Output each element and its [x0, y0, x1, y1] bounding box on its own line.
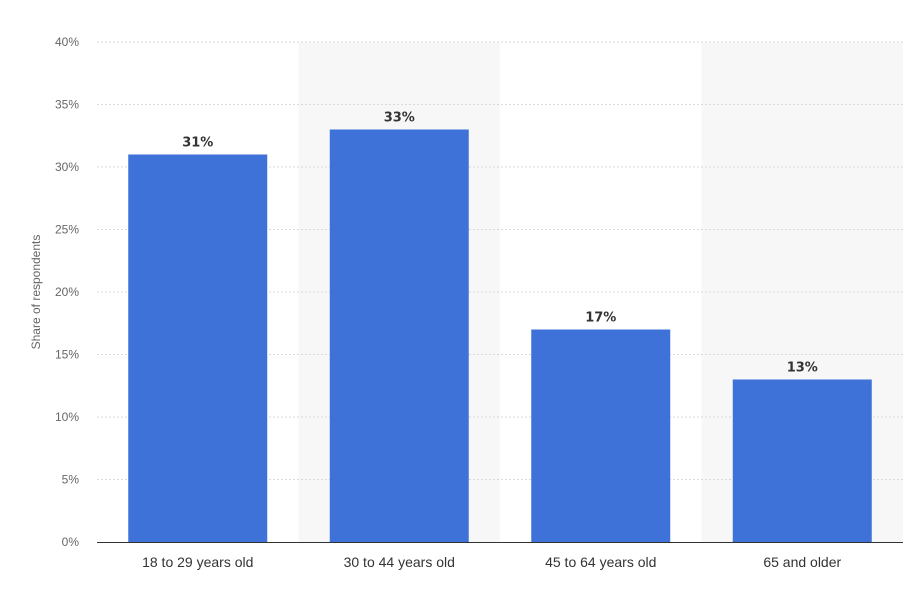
- data-label-0: 31%: [182, 136, 213, 151]
- data-label-2: 17%: [585, 311, 616, 326]
- bar-0: [128, 154, 268, 542]
- bar-3: [732, 379, 872, 542]
- x-tick-label-2: 45 to 64 years old: [545, 554, 656, 570]
- data-labels: 31% 33% 17% 13%: [182, 111, 818, 376]
- bar-1: [329, 129, 469, 542]
- y-tick-label-10: 10%: [55, 410, 79, 424]
- x-tick-label-1: 30 to 44 years old: [344, 554, 455, 570]
- bars: [128, 129, 872, 542]
- y-tick-label-0: 0%: [62, 535, 80, 549]
- x-axis-ticks: 18 to 29 years old 30 to 44 years old 45 t…: [142, 554, 841, 570]
- data-label-3: 13%: [787, 361, 818, 376]
- y-tick-label-15: 15%: [55, 348, 79, 362]
- y-tick-label-30: 30%: [55, 160, 79, 174]
- y-tick-label-20: 20%: [55, 285, 79, 299]
- y-tick-label-35: 35%: [55, 98, 79, 112]
- y-tick-label-25: 25%: [55, 223, 79, 237]
- y-tick-label-5: 5%: [62, 473, 80, 487]
- y-tick-label-40: 40%: [55, 35, 79, 49]
- data-label-1: 33%: [384, 111, 415, 126]
- x-tick-label-3: 65 and older: [763, 554, 841, 570]
- y-axis-ticks: 0% 5% 10% 15% 20% 25% 30% 35% 40%: [55, 35, 79, 549]
- x-tick-label-0: 18 to 29 years old: [142, 554, 253, 570]
- y-axis-title: Share of respondents: [29, 235, 43, 350]
- bar-2: [531, 329, 671, 542]
